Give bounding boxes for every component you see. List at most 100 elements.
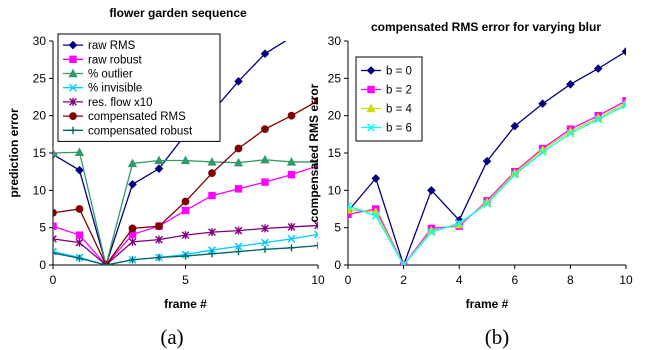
legend-entry: b = 2 (361, 85, 412, 97)
data-point (348, 210, 352, 218)
legend-entry: compensated RMS (63, 111, 186, 123)
data-point (371, 174, 381, 183)
x-tick-label: 5 (182, 273, 189, 287)
y-tick-label: 25 (328, 71, 342, 85)
data-point (261, 238, 269, 247)
data-point (287, 234, 296, 243)
x-tick-label: 10 (619, 273, 633, 287)
data-point (483, 199, 491, 208)
legend-label: % outlier (88, 69, 133, 81)
x-tick-label: 10 (311, 273, 325, 287)
legend-marker (367, 85, 375, 94)
data-point (180, 155, 191, 165)
x-tick-label: 6 (511, 273, 518, 287)
legend-marker (68, 68, 78, 78)
figure-caption: (b) (485, 325, 510, 349)
series-3 (348, 101, 626, 265)
data-point (53, 234, 57, 243)
data-point (53, 249, 57, 257)
legend-label: compensated robust (88, 125, 193, 137)
x-axis-label: frame # (164, 297, 207, 311)
data-point (566, 129, 575, 138)
data-point (313, 157, 318, 166)
legend-marker (69, 55, 77, 63)
y-tick-label: 10 (33, 183, 47, 197)
data-point (234, 185, 243, 193)
data-point (261, 224, 269, 233)
y-axis-label: prediction error (7, 108, 21, 198)
data-point (181, 197, 190, 206)
y-tick-label: 0 (39, 258, 46, 272)
data-point (127, 158, 138, 168)
legend-entry: b = 0 (361, 66, 412, 78)
legend-marker (367, 123, 375, 132)
data-point (234, 226, 243, 235)
data-point (208, 250, 216, 258)
figure-caption: (a) (160, 325, 183, 349)
data-point (128, 237, 137, 246)
data-point (286, 157, 297, 166)
data-point (314, 230, 318, 239)
data-point (181, 252, 190, 260)
data-point (155, 222, 163, 231)
y-axis-label: compensated RMS error (307, 83, 321, 222)
data-point (482, 156, 492, 166)
legend-label: b = 4 (386, 104, 413, 116)
data-point (260, 154, 270, 164)
y-tick-label: 15 (33, 146, 47, 160)
legend-entry: raw robust (63, 54, 142, 66)
data-point (208, 191, 216, 200)
legend-entry: b = 4 (361, 104, 413, 116)
data-point (233, 157, 244, 167)
x-tick-label: 0 (345, 273, 352, 287)
data-point (234, 144, 243, 153)
y-tick-label: 5 (39, 221, 46, 235)
y-tick-label: 10 (328, 183, 342, 197)
y-tick-label: 30 (328, 34, 342, 48)
data-point (75, 205, 84, 213)
y-tick-label: 15 (328, 146, 342, 160)
data-point (53, 222, 57, 230)
data-point (128, 180, 137, 189)
data-point (261, 245, 269, 253)
legend-entry: raw RMS (63, 40, 136, 52)
data-point (566, 79, 575, 89)
data-point (75, 231, 84, 239)
data-point (154, 164, 164, 173)
data-point (154, 155, 164, 165)
series-4 (53, 221, 318, 265)
data-point (260, 49, 270, 59)
data-point (208, 228, 216, 237)
data-point (287, 244, 296, 252)
data-point (128, 224, 137, 233)
y-tick-label: 20 (33, 109, 47, 123)
legend-marker (366, 66, 376, 75)
data-point (261, 125, 269, 134)
legend-marker (69, 112, 77, 120)
data-point (208, 169, 216, 178)
chart-blur: compensated RMS error for varying blur 0 5… (307, 20, 633, 349)
legend-marker (69, 126, 77, 134)
legend-label: res. flow x10 (88, 97, 153, 109)
x-tick-label: 2 (400, 273, 407, 287)
data-point (261, 178, 269, 186)
data-point (538, 99, 547, 109)
legend-marker (366, 103, 376, 113)
y-tick-label: 20 (328, 109, 342, 123)
data-point (427, 228, 436, 237)
legend-marker (69, 83, 77, 92)
data-point (594, 115, 603, 124)
data-point (371, 211, 380, 220)
legend-label: % invisible (88, 83, 142, 95)
legend-label: b = 0 (386, 66, 412, 78)
x-tick-label: 8 (567, 273, 574, 287)
data-point (348, 202, 352, 210)
y-tick-label: 30 (33, 34, 47, 48)
series-2 (53, 147, 318, 265)
data-point (314, 96, 318, 105)
data-point (314, 221, 318, 230)
data-point (155, 253, 163, 262)
data-point (287, 170, 296, 179)
legend-marker (69, 97, 77, 106)
